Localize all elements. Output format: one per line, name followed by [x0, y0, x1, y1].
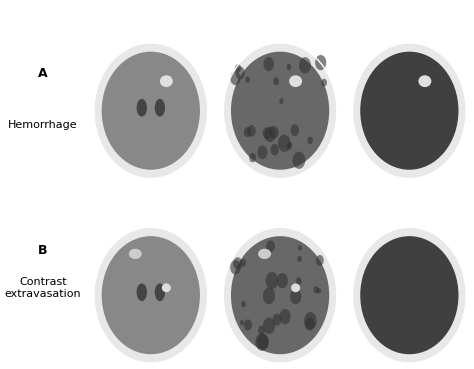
Ellipse shape [223, 227, 337, 363]
Ellipse shape [223, 43, 337, 179]
Ellipse shape [289, 75, 302, 87]
Ellipse shape [271, 144, 279, 155]
Ellipse shape [315, 55, 326, 70]
Text: B: B [38, 244, 48, 258]
Ellipse shape [279, 309, 291, 324]
Ellipse shape [246, 76, 250, 83]
Ellipse shape [240, 320, 244, 325]
Ellipse shape [247, 125, 256, 137]
Ellipse shape [316, 255, 324, 266]
Ellipse shape [304, 312, 317, 330]
Ellipse shape [305, 317, 315, 331]
Ellipse shape [257, 334, 269, 350]
Ellipse shape [290, 289, 301, 304]
Ellipse shape [317, 288, 321, 294]
Ellipse shape [296, 277, 301, 285]
Text: Virtual Non Contrast
(VNC): Virtual Non Contrast (VNC) [225, 192, 346, 214]
Ellipse shape [279, 98, 283, 104]
Ellipse shape [278, 135, 291, 152]
Ellipse shape [286, 142, 292, 150]
Text: Hemorrhage: Hemorrhage [8, 120, 78, 131]
Ellipse shape [360, 52, 458, 170]
Text: Iodine Overlay Maps
(IOM): Iodine Overlay Maps (IOM) [354, 8, 474, 29]
Ellipse shape [230, 260, 241, 275]
Ellipse shape [291, 124, 299, 136]
Ellipse shape [102, 236, 200, 354]
Ellipse shape [162, 283, 171, 292]
Ellipse shape [137, 99, 147, 117]
Ellipse shape [94, 227, 208, 363]
Ellipse shape [273, 314, 282, 325]
Ellipse shape [160, 75, 173, 87]
Ellipse shape [233, 257, 242, 269]
Ellipse shape [263, 127, 272, 139]
Ellipse shape [264, 57, 274, 71]
Ellipse shape [353, 43, 466, 179]
Ellipse shape [269, 126, 279, 139]
Ellipse shape [235, 64, 241, 73]
Ellipse shape [241, 301, 246, 308]
Ellipse shape [155, 283, 165, 301]
Text: Mixed: Mixed [95, 13, 131, 24]
Ellipse shape [273, 77, 279, 85]
Ellipse shape [230, 71, 240, 85]
Text: Virtual Non Contrast
(VNC): Virtual Non Contrast (VNC) [225, 8, 346, 29]
Ellipse shape [287, 64, 292, 70]
Ellipse shape [236, 66, 245, 79]
Ellipse shape [266, 240, 275, 252]
Text: Iodine Overlay Maps
(IOM): Iodine Overlay Maps (IOM) [354, 192, 474, 214]
Ellipse shape [292, 152, 305, 169]
Ellipse shape [288, 142, 292, 148]
Text: A: A [38, 67, 48, 80]
Ellipse shape [257, 145, 267, 159]
Ellipse shape [244, 127, 251, 137]
Ellipse shape [313, 286, 319, 293]
Ellipse shape [94, 43, 208, 179]
Text: Contrast
extravasation: Contrast extravasation [5, 277, 82, 299]
Ellipse shape [265, 272, 278, 289]
Ellipse shape [298, 245, 302, 251]
Ellipse shape [137, 283, 147, 301]
Ellipse shape [321, 79, 327, 86]
Ellipse shape [249, 153, 256, 162]
Ellipse shape [308, 137, 313, 144]
Ellipse shape [277, 273, 288, 288]
Ellipse shape [360, 236, 458, 354]
Ellipse shape [129, 249, 142, 259]
Ellipse shape [263, 317, 275, 334]
Ellipse shape [244, 319, 252, 331]
Ellipse shape [240, 259, 246, 267]
Ellipse shape [263, 287, 275, 304]
Ellipse shape [419, 75, 431, 87]
Text: Mixed: Mixed [95, 198, 131, 208]
Ellipse shape [353, 227, 466, 363]
Ellipse shape [291, 283, 300, 292]
Ellipse shape [155, 99, 165, 117]
Ellipse shape [297, 256, 302, 262]
Ellipse shape [299, 57, 311, 73]
Ellipse shape [264, 127, 276, 142]
Ellipse shape [231, 236, 329, 354]
Ellipse shape [102, 52, 200, 170]
Ellipse shape [258, 249, 271, 259]
Ellipse shape [255, 333, 268, 351]
Ellipse shape [258, 326, 264, 335]
Ellipse shape [231, 52, 329, 170]
